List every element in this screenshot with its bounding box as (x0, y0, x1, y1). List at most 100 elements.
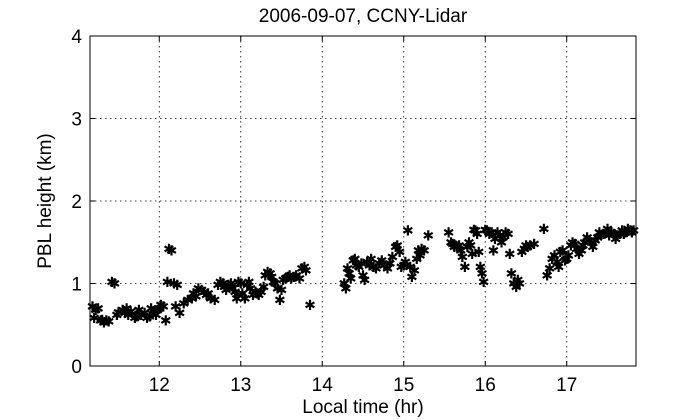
data-point: ✱ (95, 314, 107, 330)
data-point: ✱ (391, 239, 403, 255)
y-tick-label: 3 (71, 110, 82, 131)
data-point: ✱ (549, 248, 561, 264)
data-point: ✱ (171, 278, 183, 294)
data-point: ✱ (489, 232, 501, 248)
y-tick-label: 1 (71, 275, 82, 296)
data-point: ✱ (294, 272, 306, 288)
data-point: ✱ (259, 268, 271, 284)
data-point: ✱ (133, 303, 145, 319)
data-point: ✱ (253, 288, 265, 304)
data-point: ✱ (559, 253, 571, 269)
data-point: ✱ (109, 277, 121, 293)
data-point: ✱ (398, 258, 410, 274)
data-point: ✱ (473, 245, 485, 261)
y-axis-label: PBL height (km) (35, 133, 56, 269)
data-point: ✱ (481, 224, 493, 240)
data-point: ✱ (483, 227, 495, 243)
data-point: ✱ (340, 281, 352, 297)
data-point: ✱ (215, 275, 227, 291)
data-point: ✱ (196, 283, 208, 299)
data-point: ✱ (395, 260, 407, 276)
data-point: ✱ (518, 242, 530, 258)
data-point: ✱ (400, 255, 412, 271)
data-point: ✱ (157, 300, 169, 316)
data-point: ✱ (209, 293, 221, 309)
data-point: ✱ (365, 252, 377, 268)
data-point: ✱ (163, 242, 175, 258)
data-point: ✱ (251, 286, 263, 302)
data-point: ✱ (353, 260, 365, 276)
data-point: ✱ (103, 314, 115, 330)
data-point: ✱ (459, 260, 471, 276)
data-point: ✱ (198, 285, 210, 301)
data-point: ✱ (465, 239, 477, 255)
data-point: ✱ (111, 308, 123, 324)
data-point: ✱ (174, 306, 186, 322)
data-point: ✱ (241, 278, 253, 294)
data-point: ✱ (390, 240, 402, 256)
data-point: ✱ (356, 257, 368, 273)
x-tick-label: 12 (149, 375, 170, 396)
data-point: ✱ (245, 281, 257, 297)
data-point: ✱ (290, 268, 302, 284)
y-tick-label: 2 (71, 192, 82, 213)
data-point: ✱ (217, 277, 229, 293)
data-point: ✱ (451, 239, 463, 255)
data-point: ✱ (524, 239, 536, 255)
data-point: ✱ (162, 275, 174, 291)
data-point: ✱ (496, 235, 508, 251)
data-point: ✱ (581, 230, 593, 246)
data-point: ✱ (520, 239, 532, 255)
data-point: ✱ (486, 225, 498, 241)
data-point: ✱ (202, 286, 214, 302)
data-point: ✱ (479, 223, 491, 239)
data-point: ✱ (276, 283, 288, 299)
grid-lines (90, 36, 636, 366)
data-point: ✱ (404, 260, 416, 276)
data-point: ✱ (212, 278, 224, 294)
data-point: ✱ (528, 237, 540, 253)
data-point: ✱ (119, 306, 131, 322)
data-point: ✱ (376, 253, 388, 269)
plot-frame (89, 35, 637, 367)
data-point: ✱ (298, 260, 310, 276)
data-point: ✱ (457, 250, 469, 266)
data-point: ✱ (551, 255, 563, 271)
data-point: ✱ (445, 235, 457, 251)
data-point: ✱ (250, 285, 262, 301)
data-point: ✱ (573, 247, 585, 263)
data-point: ✱ (296, 262, 308, 278)
data-point: ✱ (225, 277, 237, 293)
data-point: ✱ (349, 252, 361, 268)
data-point: ✱ (408, 263, 420, 279)
data-point: ✱ (255, 285, 267, 301)
data-point: ✱ (155, 298, 167, 314)
data-point: ✱ (603, 229, 615, 245)
data-point: ✱ (88, 311, 100, 327)
data-point: ✱ (510, 280, 522, 296)
data-point: ✱ (178, 296, 190, 312)
data-point: ✱ (131, 310, 143, 326)
data-point: ✱ (90, 303, 102, 319)
data-point: ✱ (610, 232, 622, 248)
data-point: ✱ (274, 293, 286, 309)
data-point: ✱ (193, 281, 205, 297)
data-point: ✱ (139, 306, 151, 322)
data-point: ✱ (443, 225, 455, 241)
data-point: ✱ (378, 258, 390, 274)
data-point: ✱ (368, 260, 380, 276)
data-point: ✱ (541, 268, 553, 284)
data-point: ✱ (182, 293, 194, 309)
data-point: ✱ (576, 244, 588, 260)
data-point: ✱ (373, 257, 385, 273)
data-point: ✱ (626, 225, 638, 241)
data-point: ✱ (150, 308, 162, 324)
data-point: ✱ (562, 248, 574, 264)
data-point: ✱ (239, 291, 251, 307)
data-point: ✱ (300, 263, 312, 279)
data-point: ✱ (455, 244, 467, 260)
data-point: ✱ (304, 298, 316, 314)
data-point: ✱ (364, 258, 376, 274)
data-point: ✱ (598, 227, 610, 243)
data-point: ✱ (153, 301, 165, 317)
